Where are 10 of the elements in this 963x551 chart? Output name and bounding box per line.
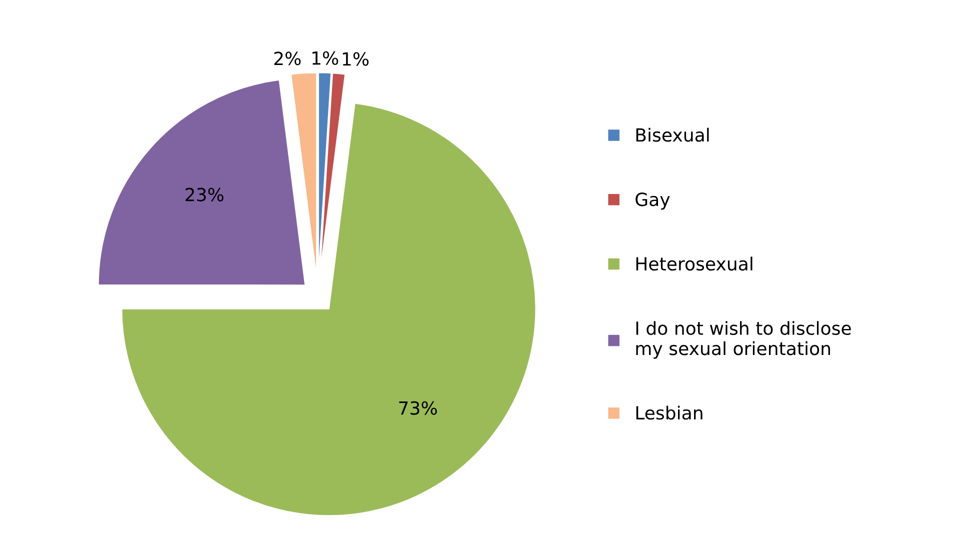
legend-label: Gay [636, 192, 670, 210]
data-label: 73% [399, 401, 437, 415]
data-label: 1% [342, 52, 369, 66]
legend-label: Heterosexual [636, 256, 752, 271]
legend-label: Lesbian [636, 406, 702, 420]
data-label: 2% [274, 52, 301, 66]
data-label: 23% [186, 188, 224, 202]
legend-label: Bisexual [636, 128, 709, 142]
data-label: 1% [312, 51, 338, 65]
legend-label: I do not wish to disclose my sexual orientation [636, 321, 851, 359]
